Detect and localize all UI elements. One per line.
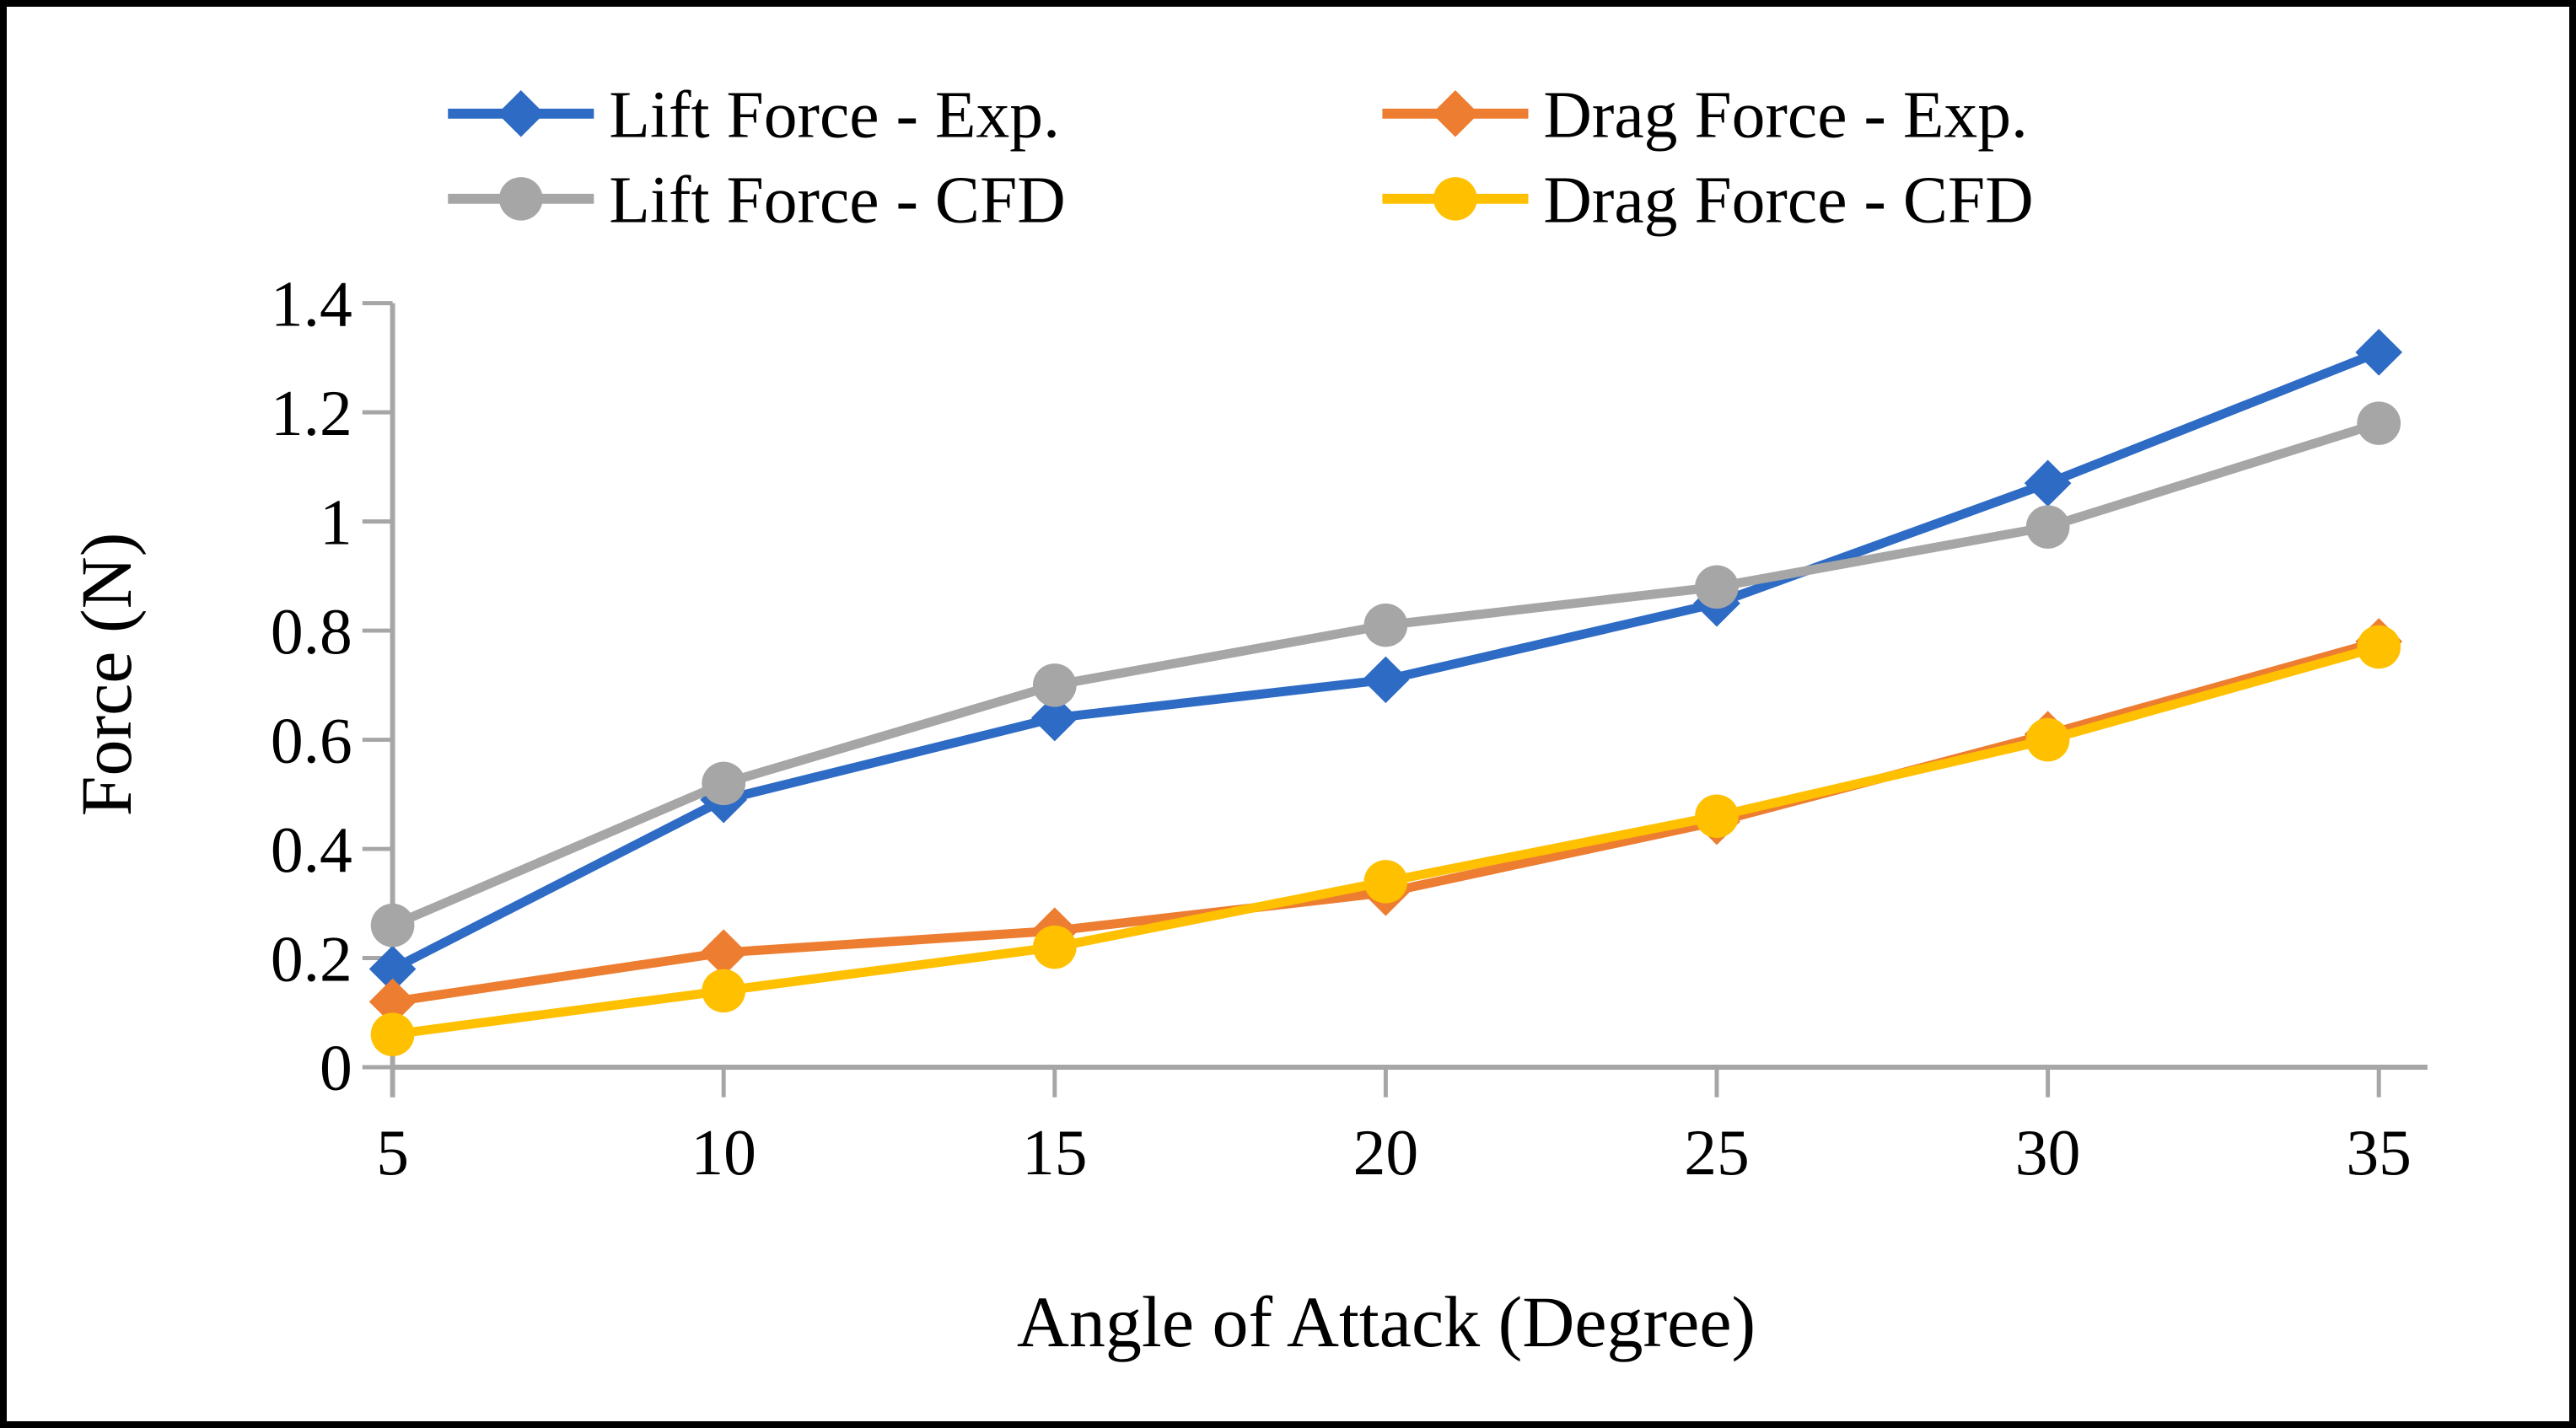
marker-lift-force-exp-x35 [2355,329,2403,376]
legend-label-drag-force-exp: Drag Force - Exp. [1543,78,2028,153]
y-tick-label-0.4: 0.4 [271,813,352,886]
legend-label-lift-force-exp: Lift Force - Exp. [609,78,1060,153]
marker-lift-force-cfd-x10 [702,761,746,806]
marker-lift-force-cfd-x25 [1695,565,1739,609]
marker-lift-force-exp-x15 [1030,694,1078,742]
marker-lift-force-exp-x30 [2024,459,2072,507]
y-tick-label-0.6: 0.6 [271,704,352,776]
x-tick-label-10: 10 [691,1116,756,1189]
series-line-drag-force-cfd [388,642,2384,1039]
marker-lift-force-exp-x5 [368,945,417,993]
marker-lift-force-cfd-x35 [2357,401,2401,445]
legend-item-drag-force-exp: Drag Force - Exp. [1382,78,2028,153]
legend-label-drag-force-cfd: Drag Force - CFD [1543,164,2033,238]
legend-circle-marker-drag-force-cfd [1433,177,1477,221]
x-tick-label-20: 20 [1353,1116,1419,1189]
y-axis-title: Force (N) [66,532,147,817]
marker-drag-force-cfd-x35 [2357,625,2401,669]
x-tick-label-30: 30 [2015,1116,2081,1189]
legend-item-lift-force-cfd: Lift Force - CFD [448,164,1066,238]
legend-label-lift-force-cfd: Lift Force - CFD [609,164,1065,238]
marker-lift-force-cfd-x20 [1363,603,1408,647]
y-tick-label-0.8: 0.8 [271,595,352,668]
x-tick-label-25: 25 [1684,1116,1750,1189]
marker-drag-force-cfd-x15 [1032,925,1077,969]
y-tick-label-1.2: 1.2 [271,377,352,449]
chart-canvas: 0 0.2 0.4 0.6 0.8 1 1.2 1.4 5 10 15 20 25 30 35 Lift Fo… [271,78,2428,1189]
marker-drag-force-cfd-x20 [1363,860,1408,904]
marker-drag-force-cfd-x30 [2025,717,2070,762]
marker-drag-force-cfd-x10 [702,969,746,1013]
legend-diamond-marker-drag-force-exp [1432,90,1479,137]
legend-item-drag-force-cfd: Drag Force - CFD [1382,164,2034,238]
marker-lift-force-cfd-x15 [1032,663,1077,707]
marker-drag-force-cfd-x25 [1695,794,1739,838]
y-tick-label-1: 1 [320,486,352,558]
marker-lift-force-cfd-x5 [370,903,415,948]
x-tick-label-15: 15 [1022,1116,1088,1189]
marker-drag-force-exp-x5 [368,978,417,1026]
marker-lift-force-exp-x20 [1362,656,1410,704]
y-tick-label-1.4: 1.4 [271,268,352,341]
y-tick-label-0.2: 0.2 [271,922,352,995]
marker-drag-force-exp-x10 [700,929,748,976]
x-tick-label-5: 5 [376,1116,409,1189]
x-tick-label-35: 35 [2346,1116,2412,1189]
marker-lift-force-cfd-x30 [2025,505,2070,549]
legend-circle-marker-lift-force-cfd [498,177,543,221]
legend-diamond-marker-lift-force-exp [497,90,545,137]
x-axis-title: Angle of Attack (Degree) [1016,1281,1756,1362]
legend-item-lift-force-exp: Lift Force - Exp. [448,78,1060,153]
y-tick-label-0: 0 [320,1032,352,1104]
marker-drag-force-cfd-x5 [370,1012,415,1056]
